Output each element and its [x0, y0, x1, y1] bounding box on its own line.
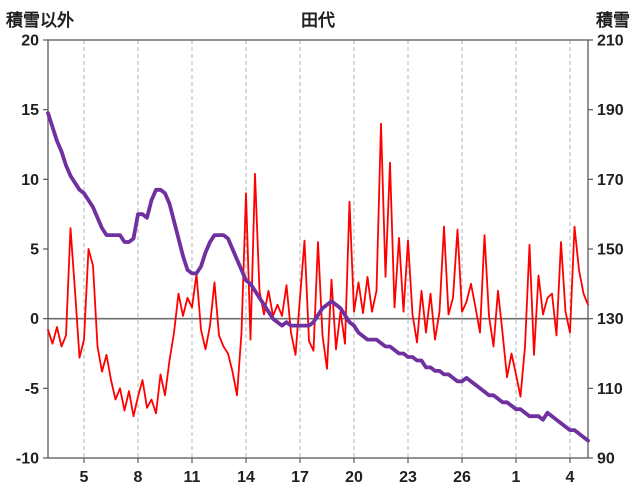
left-axis-labels: 20 15 10 5 0 -5 -10 — [16, 33, 48, 468]
x-axis-tick-label: 5 — [80, 469, 89, 486]
left-axis-tick-label: 20 — [21, 33, 39, 50]
left-axis-tick-label: -5 — [25, 381, 39, 398]
x-axis-tick-label: 17 — [291, 469, 309, 486]
right-axis-tick-label: 170 — [597, 172, 624, 189]
left-axis-tick-label: 0 — [30, 311, 39, 328]
x-axis-tick-label: 23 — [399, 469, 417, 486]
right-axis-tick-label: 150 — [597, 242, 624, 259]
right-axis-tick-label: 190 — [597, 102, 624, 119]
x-axis-tick-label: 8 — [134, 469, 143, 486]
right-axis-labels: 210 190 170 150 130 110 90 — [588, 33, 624, 468]
temperature-line — [47, 122, 589, 418]
left-axis-tick-label: -10 — [16, 451, 39, 468]
chart-title: 田代 — [301, 11, 335, 30]
left-axis-title: 積雪以外 — [6, 11, 74, 30]
left-axis-tick-label: 5 — [30, 242, 39, 259]
right-axis-tick-label: 110 — [597, 381, 623, 398]
x-axis-tick-label: 20 — [345, 469, 363, 486]
snow-depth-line — [46, 111, 590, 443]
right-axis-tick-label: 130 — [597, 311, 624, 328]
vertical-gridlines — [83, 40, 571, 458]
right-axis-tick-label: 210 — [597, 33, 624, 50]
x-axis-tick-label: 4 — [566, 469, 575, 486]
x-axis-tick-label: 11 — [184, 469, 201, 486]
x-axis-tick-label: 14 — [237, 469, 255, 486]
x-axis-tick-label: 26 — [453, 469, 471, 486]
right-axis-tick-label: 90 — [597, 451, 615, 468]
left-axis-tick-label: 15 — [21, 102, 39, 119]
x-axis-tick-label: 1 — [512, 469, 521, 486]
left-axis-tick-label: 10 — [21, 172, 39, 189]
right-axis-title: 積雪 — [596, 11, 630, 30]
x-axis-labels: 5 8 11 14 17 20 23 26 1 4 — [80, 458, 575, 486]
